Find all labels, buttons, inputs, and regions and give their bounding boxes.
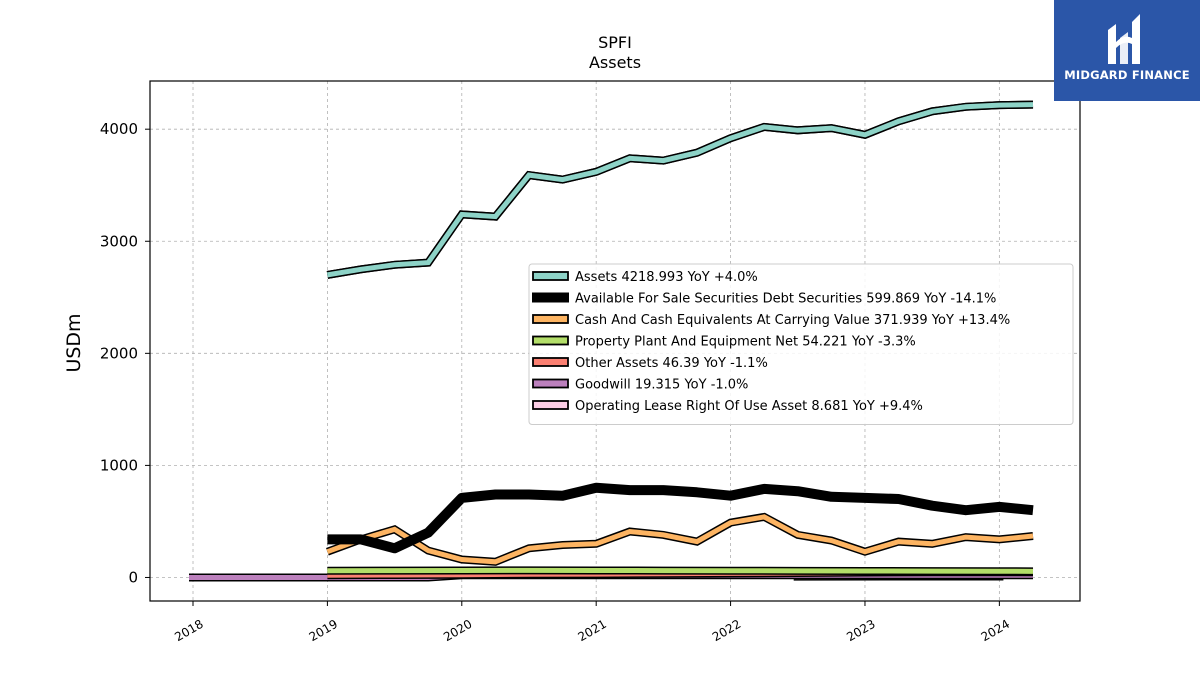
legend-label: Property Plant And Equipment Net 54.221 … [575,335,916,350]
brand-logo: MIDGARD FINANCE [1054,0,1200,101]
y-tick-label: 3000 [100,232,138,250]
y-tick-label: 0 [128,568,138,586]
legend-label: Cash And Cash Equivalents At Carrying Va… [575,313,1010,328]
legend-swatch [532,357,569,367]
brand-logo-text: MIDGARD FINANCE [1064,68,1190,82]
series-line [327,567,1034,574]
y-tick-label: 2000 [100,344,138,362]
series-line [327,482,1034,554]
series-layer [189,100,1034,582]
series-line [326,102,1034,278]
chart-subtitle: Assets [589,53,641,72]
legend-swatch [532,271,569,281]
legend-label: Goodwill 19.315 YoY -1.0% [575,378,748,393]
legend-swatch [532,335,569,346]
legend-swatch [532,292,569,303]
legend-swatch [532,400,569,410]
legend-box [528,263,1074,425]
legend-label: Other Assets 46.39 YoY -1.1% [575,356,768,371]
legend: Assets 4218.993 YoY +4.0% Available For S… [528,263,1074,425]
plot-frame [149,80,1081,602]
chart-title: SPFI [598,33,632,52]
legend-label: Assets 4218.993 YoY +4.0% [575,270,758,285]
y-tick-label: 4000 [100,120,138,138]
legend-label: Available For Sale Securities Debt Secur… [575,292,996,307]
legend-label: Operating Lease Right Of Use Asset 8.681… [575,399,923,414]
brand-logo-mark-icon [1108,14,1140,64]
legend-swatch [532,314,569,324]
y-tick-label: 1000 [100,456,138,474]
y-axis-label: USDm [63,313,85,372]
series-line [326,514,1034,565]
legend-swatch [532,378,569,389]
